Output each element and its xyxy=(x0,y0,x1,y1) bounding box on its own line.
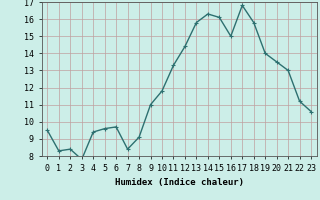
X-axis label: Humidex (Indice chaleur): Humidex (Indice chaleur) xyxy=(115,178,244,187)
